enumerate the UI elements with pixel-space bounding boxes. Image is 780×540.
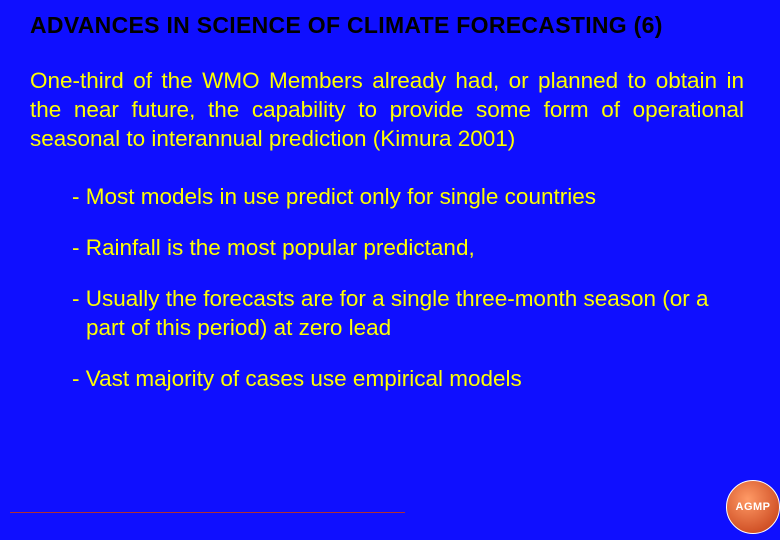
badge-label: AGMP xyxy=(736,501,771,513)
slide-title: ADVANCES IN SCIENCE OF CLIMATE FORECASTI… xyxy=(30,12,750,39)
bullet-item: - Rainfall is the most popular predictan… xyxy=(72,234,730,263)
bullet-list: - Most models in use predict only for si… xyxy=(30,183,750,393)
intro-paragraph: One-third of the WMO Members already had… xyxy=(30,67,750,153)
slide: ADVANCES IN SCIENCE OF CLIMATE FORECASTI… xyxy=(0,0,780,540)
bullet-item: - Most models in use predict only for si… xyxy=(72,183,730,212)
footer-divider xyxy=(10,512,405,514)
logo-badge: AGMP xyxy=(726,480,780,534)
bullet-item: - Usually the forecasts are for a single… xyxy=(72,285,730,343)
bullet-item: - Vast majority of cases use empirical m… xyxy=(72,365,730,394)
